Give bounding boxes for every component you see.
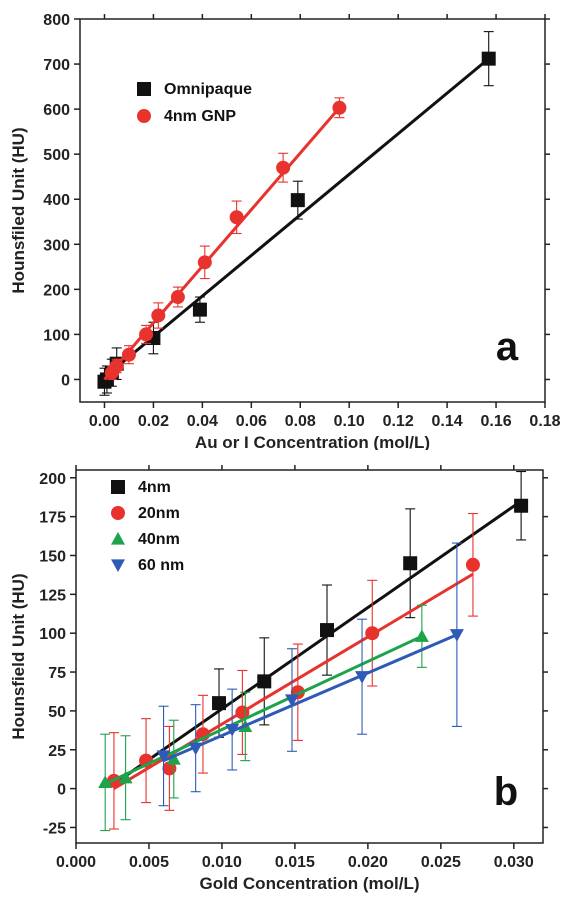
data-point	[109, 358, 124, 373]
x-tick-label: 0.12	[383, 413, 414, 430]
data-point	[481, 51, 496, 66]
x-tick-label: 0.08	[285, 413, 316, 430]
data-point	[162, 761, 177, 776]
data-point	[151, 308, 166, 323]
fit-line	[162, 633, 458, 763]
panel-letter: a	[496, 325, 519, 369]
data-point	[121, 347, 136, 362]
y-tick-label: 0	[61, 372, 70, 389]
y-tick-label: 300	[43, 237, 70, 254]
data-point	[290, 193, 305, 208]
x-tick-label: 0.14	[432, 413, 463, 430]
x-tick-label: 0.025	[421, 854, 461, 871]
y-tick-label: 100	[39, 626, 66, 643]
data-point	[403, 556, 418, 571]
x-tick-label: 0.005	[129, 854, 169, 871]
fit-line	[103, 57, 490, 379]
legend-marker	[111, 559, 125, 572]
legend-label: Omnipaque	[164, 81, 252, 98]
data-point	[276, 160, 291, 175]
chart-panel-b: 0.000 0.005 0.010 0.015 0.020 0.025 0.030 -25 0 2…	[9, 465, 548, 893]
data-point	[332, 100, 347, 115]
x-tick-label: 0.000	[56, 854, 96, 871]
data-point	[365, 626, 380, 641]
fit-line	[113, 572, 474, 790]
data-point	[449, 629, 464, 642]
y-tick-label: -25	[43, 820, 66, 837]
data-point	[257, 674, 272, 689]
legend-marker	[111, 532, 125, 545]
y-tick-label: 125	[39, 587, 66, 604]
data-point	[188, 742, 203, 756]
x-axis-title: Au or I Concentration (mol/L)	[195, 433, 430, 450]
x-axis-title: Gold Concentration (mol/L)	[199, 874, 419, 893]
data-point	[156, 750, 171, 763]
fit-line	[113, 499, 522, 786]
series-omnipaque	[97, 31, 496, 396]
data-point	[170, 290, 185, 305]
y-tick-label: 200	[43, 282, 70, 299]
y-tick-label: 600	[43, 102, 70, 119]
x-tick-label: 0.030	[494, 854, 534, 871]
x-tick-label: 0.02	[138, 413, 169, 430]
data-point	[355, 671, 370, 684]
chart-panel-a: 0.00 0.02 0.04 0.06 0.08 0.10 0.12 0.14 0.16 0.18…	[9, 12, 561, 450]
series-4nm-gnp	[103, 97, 347, 381]
data-point	[320, 623, 335, 638]
y-tick-label: 200	[39, 471, 66, 488]
plot-frame	[75, 469, 544, 844]
y-tick-label: 800	[43, 12, 70, 29]
x-tick-label: 0.00	[89, 413, 120, 430]
plot-frame	[79, 18, 546, 403]
x-tick-label: 0.015	[275, 854, 315, 871]
y-tick-label: 50	[48, 704, 66, 721]
data-point	[414, 629, 429, 642]
x-tick-label: 0.020	[348, 854, 388, 871]
x-tick-label: 0.16	[480, 413, 511, 430]
data-point	[514, 498, 529, 513]
data-point	[235, 705, 250, 720]
x-tick-label: 0.06	[236, 413, 267, 430]
y-tick-label: 25	[48, 743, 66, 760]
x-tick-label: 0.010	[202, 854, 242, 871]
data-point	[212, 696, 227, 711]
data-point	[118, 770, 133, 784]
data-point	[284, 694, 299, 708]
y-tick-label: 75	[48, 665, 66, 682]
y-tick-label: 175	[39, 510, 66, 527]
data-point	[139, 327, 154, 342]
data-point	[192, 302, 207, 317]
data-point	[197, 255, 212, 270]
legend-label: 4nm GNP	[164, 108, 236, 125]
legend-marker	[137, 82, 151, 96]
data-point	[225, 723, 240, 737]
legend-label: 20nm	[138, 505, 180, 522]
series-60-nm	[156, 542, 464, 807]
y-axis-title: Hounsfield Unit (HU)	[9, 573, 28, 739]
y-tick-label: 400	[43, 192, 70, 209]
legend-marker	[111, 506, 125, 520]
fit-line	[103, 106, 341, 381]
y-tick-label: 500	[43, 147, 70, 164]
legend-marker	[111, 480, 125, 494]
y-tick-label: 0	[57, 782, 66, 799]
x-tick-label: 0.18	[529, 413, 560, 430]
legend-label: 60 nm	[138, 557, 184, 574]
y-tick-label: 150	[39, 548, 66, 565]
legend-marker	[137, 109, 151, 123]
x-tick-label: 0.10	[334, 413, 365, 430]
legend-label: 4nm	[138, 479, 171, 496]
x-tick-label: 0.04	[187, 413, 218, 430]
data-point	[98, 775, 113, 788]
data-point	[166, 752, 181, 765]
data-point	[229, 210, 244, 225]
fit-line	[104, 634, 423, 786]
legend-label: 40nm	[138, 531, 180, 548]
y-axis-title: Hounsfiled Unit (HU)	[9, 127, 28, 293]
panel-letter: b	[494, 770, 518, 814]
data-point	[465, 557, 480, 572]
y-tick-label: 100	[43, 327, 70, 344]
y-tick-label: 700	[43, 57, 70, 74]
